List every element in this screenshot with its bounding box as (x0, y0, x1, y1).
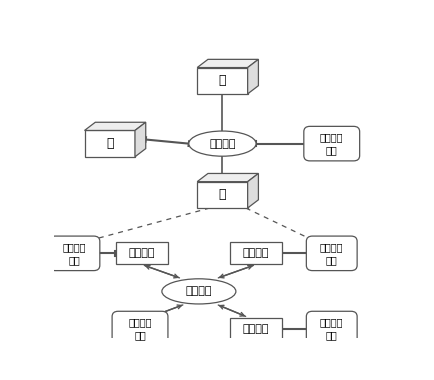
FancyBboxPatch shape (304, 127, 360, 161)
Polygon shape (197, 59, 258, 68)
Polygon shape (197, 68, 248, 94)
Text: 处理器核: 处理器核 (128, 249, 155, 258)
Text: 三级存储
单元: 三级存储 单元 (320, 317, 343, 340)
Text: 族: 族 (106, 137, 114, 150)
Ellipse shape (162, 279, 236, 304)
Text: 二级存储
单元: 二级存储 单元 (128, 317, 152, 340)
Ellipse shape (189, 131, 256, 156)
Polygon shape (248, 173, 258, 208)
Text: 族: 族 (219, 74, 226, 87)
FancyBboxPatch shape (49, 236, 100, 271)
Text: 局部互连: 局部互连 (186, 287, 212, 296)
Text: 全局互连: 全局互连 (209, 139, 236, 149)
Polygon shape (230, 318, 282, 339)
FancyBboxPatch shape (306, 236, 357, 271)
Polygon shape (115, 242, 168, 264)
Polygon shape (85, 130, 135, 157)
Text: 三级存储
单元: 三级存储 单元 (62, 242, 86, 265)
Text: 处理器核: 处理器核 (243, 323, 270, 334)
FancyBboxPatch shape (112, 311, 168, 346)
Text: 处理器核: 处理器核 (243, 249, 270, 258)
Text: 族: 族 (219, 188, 226, 201)
Polygon shape (248, 59, 258, 94)
Polygon shape (197, 173, 258, 182)
Polygon shape (135, 122, 146, 157)
Text: 三级存储
单元: 三级存储 单元 (320, 242, 343, 265)
Polygon shape (230, 242, 282, 264)
Polygon shape (85, 122, 146, 130)
FancyBboxPatch shape (306, 311, 357, 346)
Text: 一级存储
单元: 一级存储 单元 (320, 132, 343, 155)
Polygon shape (197, 182, 248, 208)
